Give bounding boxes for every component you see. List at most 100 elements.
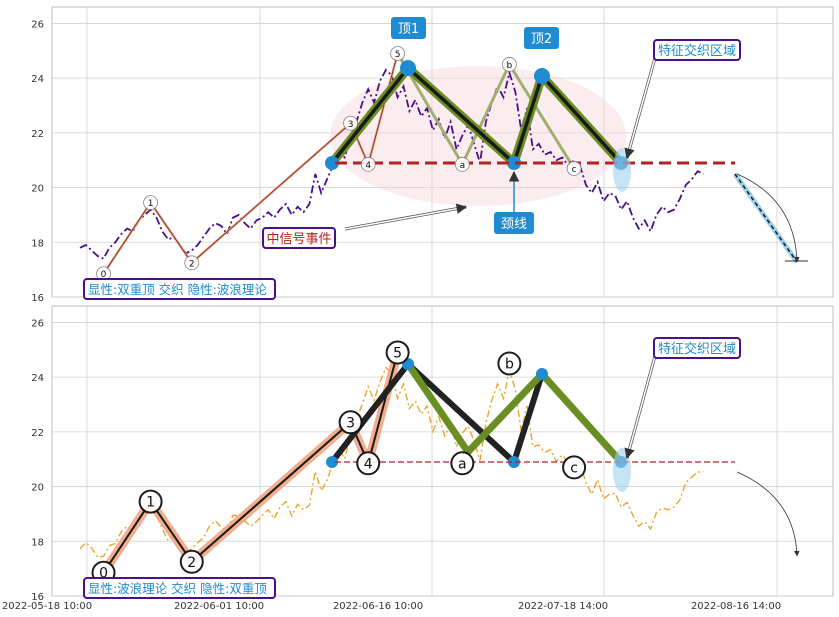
feature-zone-box <box>653 39 741 61</box>
pattern-node <box>508 456 520 468</box>
feature-zone-label: 特征交织区域 <box>658 341 736 357</box>
wave-marker-label: 5 <box>395 50 401 60</box>
wave-marker: 3 <box>338 410 363 435</box>
y-tick-label: 26 <box>31 19 44 30</box>
wave-marker: 2 <box>179 549 204 574</box>
legend-text: 显性:双重顶 交织 隐性:波浪理论 <box>88 282 267 297</box>
wave-marker-circle <box>385 340 410 365</box>
wave-marker-circle <box>184 255 200 271</box>
y-tick-label: 22 <box>31 428 44 439</box>
feature-zone-box <box>653 337 741 359</box>
wave-marker-circle <box>562 455 587 480</box>
neckline-badge <box>494 212 534 234</box>
y-tick-label: 18 <box>31 238 44 249</box>
wave-marker: 2 <box>184 255 200 271</box>
wave-marker: 5 <box>385 340 410 365</box>
wave-marker-label: c <box>570 460 578 476</box>
wave-marker-circle <box>138 489 163 514</box>
wave-marker-circle <box>390 46 406 61</box>
feature-zone-label: 特征交织区域 <box>658 43 736 59</box>
top1-label: 顶1 <box>398 22 419 37</box>
wave-marker: b <box>497 351 522 376</box>
wave-marker: 1 <box>138 489 163 514</box>
wave-marker-label: 1 <box>148 199 154 209</box>
wave-marker-label: c <box>572 165 577 175</box>
wave-marker: a <box>450 451 475 476</box>
wave-marker: c <box>566 161 582 176</box>
wave-marker: 4 <box>356 451 381 476</box>
wave-marker-label: 5 <box>393 346 402 362</box>
wave-marker-circle <box>501 57 517 72</box>
wave-marker-circle <box>343 115 358 131</box>
top2-label: 顶2 <box>531 32 552 47</box>
abc-path <box>396 52 576 170</box>
wave-marker-circle <box>450 451 475 476</box>
callout-arrow-inner <box>624 355 656 460</box>
y-tick-label: 24 <box>31 74 44 85</box>
wave-marker: 1 <box>143 195 158 211</box>
pattern-node <box>325 156 339 170</box>
wave-marker-circle <box>179 549 204 574</box>
y-tick-label: 16 <box>31 592 44 603</box>
wave-marker: 4 <box>360 156 376 172</box>
x-tick-label: 2022-07-18 14:00 <box>518 601 608 612</box>
wave-marker-label: 4 <box>365 161 371 171</box>
legend-box <box>83 278 276 300</box>
wave-marker-circle <box>356 451 381 476</box>
callout-arrow-inner <box>624 57 656 160</box>
mid-signal-label: 中信号事件 <box>266 232 331 247</box>
neckline-label: 颈线 <box>501 217 527 232</box>
top1-badge <box>391 17 426 39</box>
wave-marker-label: b <box>507 61 513 71</box>
wave-marker-circle <box>566 161 582 176</box>
wave-marker: c <box>562 455 587 480</box>
wave-marker: a <box>454 156 470 172</box>
wave-marker-label: 3 <box>346 415 355 431</box>
wave-marker-circle <box>497 351 522 376</box>
x-tick-label: 2022-06-01 10:00 <box>174 601 264 612</box>
wave-path-core <box>103 53 399 274</box>
pattern-node <box>507 156 521 170</box>
abc-path <box>405 362 624 465</box>
legend-box <box>83 577 276 599</box>
wave-marker-label: b <box>505 356 514 372</box>
wave-marker-circle <box>360 156 376 172</box>
price-line <box>79 366 704 558</box>
wave-marker-label: a <box>460 161 466 171</box>
y-tick-label: 24 <box>31 373 44 384</box>
y-tick-label: 22 <box>31 129 44 140</box>
mid-signal-box <box>262 227 336 249</box>
pattern-node <box>400 60 416 76</box>
wave-marker: b <box>501 57 517 72</box>
y-tick-label: 20 <box>31 184 44 195</box>
wave-marker-label: 2 <box>187 555 196 571</box>
x-tick-label: 2022-05-18 10:00 <box>2 601 92 612</box>
top2-badge <box>524 27 559 49</box>
projection-line <box>734 173 798 263</box>
projection-arrow <box>736 471 800 557</box>
pattern-node <box>536 368 548 380</box>
x-tick-label: 2022-08-16 14:00 <box>691 601 781 612</box>
signal-arrow-inner <box>344 203 468 230</box>
y-tick-label: 26 <box>31 318 44 329</box>
wave-marker-label: 2 <box>189 259 195 269</box>
y-tick-label: 20 <box>31 483 44 494</box>
legend-text: 显性:波浪理论 交织 隐性:双重顶 <box>88 581 267 596</box>
wave-path-core <box>102 352 399 574</box>
wave-marker-label: a <box>458 456 467 472</box>
wave-marker-label: 4 <box>364 456 373 472</box>
y-tick-label: 18 <box>31 537 44 548</box>
x-tick-label: 2022-06-16 10:00 <box>333 601 423 612</box>
wave-marker-label: 0 <box>101 270 107 280</box>
wave-marker-label: 0 <box>99 566 108 582</box>
wave-marker-circle <box>143 195 158 211</box>
y-tick-label: 16 <box>31 293 44 304</box>
projection-arrow <box>736 173 800 263</box>
wave-marker-label: 3 <box>348 120 354 130</box>
wave-marker-label: 1 <box>146 495 155 511</box>
wave-marker: 3 <box>343 115 358 131</box>
wave-marker-circle <box>454 156 470 172</box>
